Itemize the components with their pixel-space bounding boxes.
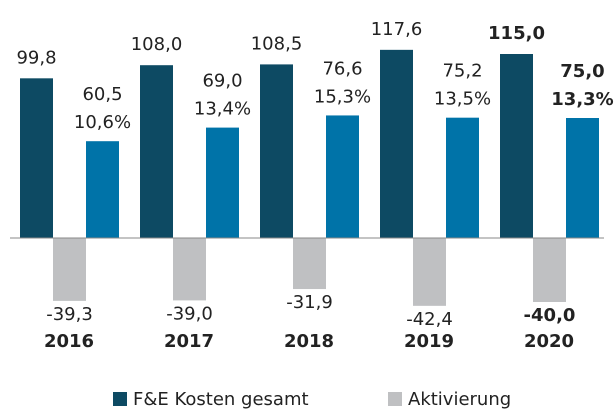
bar: [140, 65, 173, 238]
bar: [380, 49, 413, 239]
value-label: 75,2: [442, 61, 482, 82]
bar: [446, 117, 479, 238]
value-label: -31,9: [286, 292, 333, 313]
bar: [206, 127, 239, 238]
share-label: 10,6%: [74, 112, 131, 133]
bar: [326, 115, 359, 238]
share-label: 13,5%: [434, 89, 491, 110]
legend-label: Aktivierung: [408, 389, 511, 410]
bar: [53, 238, 86, 301]
value-label: 108,0: [131, 34, 183, 55]
value-label: -39,3: [46, 304, 93, 325]
x-tick-label: 2017: [164, 331, 214, 352]
bar: [260, 64, 293, 239]
value-label: 76,6: [322, 58, 362, 79]
value-label: 99,8: [16, 47, 56, 68]
bar: [500, 54, 533, 238]
value-label: 69,0: [202, 71, 242, 92]
share-label: 13,3%: [551, 89, 613, 110]
share-label: 13,4%: [194, 99, 251, 120]
value-label: -39,0: [166, 303, 213, 324]
value-label: 108,5: [251, 33, 303, 54]
value-label: 117,6: [371, 19, 423, 40]
value-label: -42,4: [406, 309, 453, 330]
x-tick-label: 2019: [404, 331, 454, 352]
bar: [173, 238, 206, 301]
bar: [86, 141, 119, 238]
bar: [20, 78, 53, 238]
x-tick-label: 2016: [44, 331, 94, 352]
value-label: 60,5: [82, 84, 122, 105]
legend-swatch: [388, 392, 402, 406]
legend-swatch: [113, 392, 127, 406]
value-label: 115,0: [488, 23, 545, 44]
value-label: 75,0: [560, 61, 604, 82]
value-label: -40,0: [524, 305, 576, 326]
bar: [533, 238, 566, 302]
share-label: 15,3%: [314, 86, 371, 107]
bar: [293, 238, 326, 290]
bar: [413, 238, 446, 306]
x-tick-label: 2018: [284, 331, 334, 352]
bar: [566, 118, 599, 238]
x-tick-label: 2020: [524, 331, 574, 352]
legend-label: F&E Kosten gesamt: [133, 389, 309, 410]
